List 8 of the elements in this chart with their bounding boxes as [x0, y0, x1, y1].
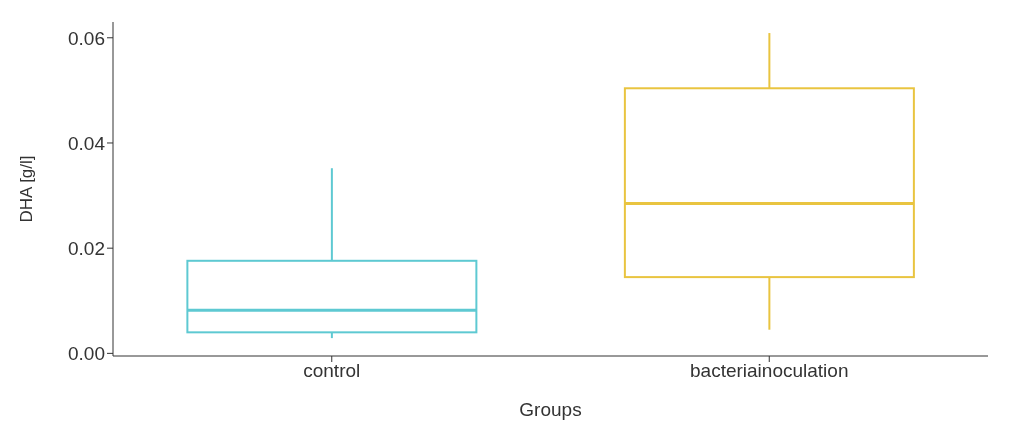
x-tick-label: bacteriainoculation [690, 360, 849, 382]
y-tick-label: 0.06 [68, 27, 105, 49]
x-axis-title: Groups [519, 399, 582, 420]
y-tick-label: 0.02 [68, 237, 105, 259]
x-tick-label: control [303, 360, 361, 382]
y-tick-label: 0.04 [68, 132, 106, 154]
y-tick-label: 0.00 [68, 343, 105, 365]
y-axis-title: DHA [g/l] [17, 155, 37, 223]
